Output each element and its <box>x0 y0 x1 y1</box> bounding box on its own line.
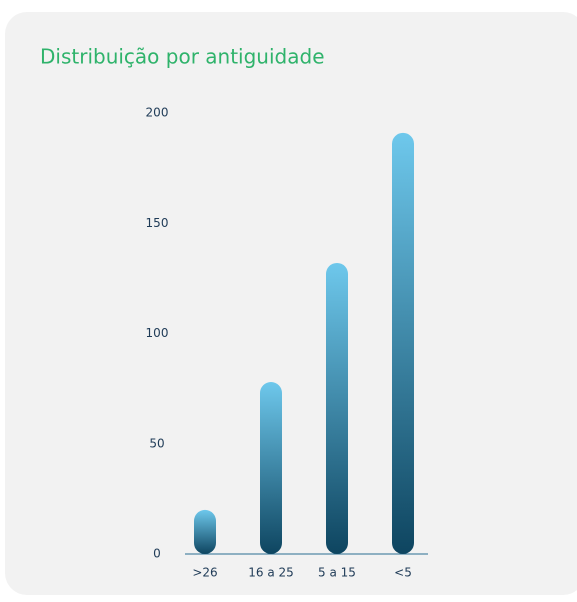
y-tick-label: 50 <box>149 436 164 450</box>
y-tick-label: 150 <box>146 216 169 230</box>
y-tick-label: 0 <box>153 547 161 561</box>
x-tick-label: 16 a 25 <box>248 566 294 580</box>
x-tick-label: 5 a 15 <box>318 566 356 580</box>
y-tick-label: 100 <box>146 326 169 340</box>
bar <box>260 382 282 554</box>
y-tick-label: 200 <box>146 106 169 120</box>
bar <box>326 262 348 554</box>
bar <box>194 509 216 554</box>
x-tick-label: >26 <box>192 566 217 580</box>
bar <box>392 132 414 554</box>
x-tick-label: <5 <box>394 566 412 580</box>
chart-title: Distribuição por antiguidade <box>40 45 325 69</box>
card <box>5 12 577 595</box>
